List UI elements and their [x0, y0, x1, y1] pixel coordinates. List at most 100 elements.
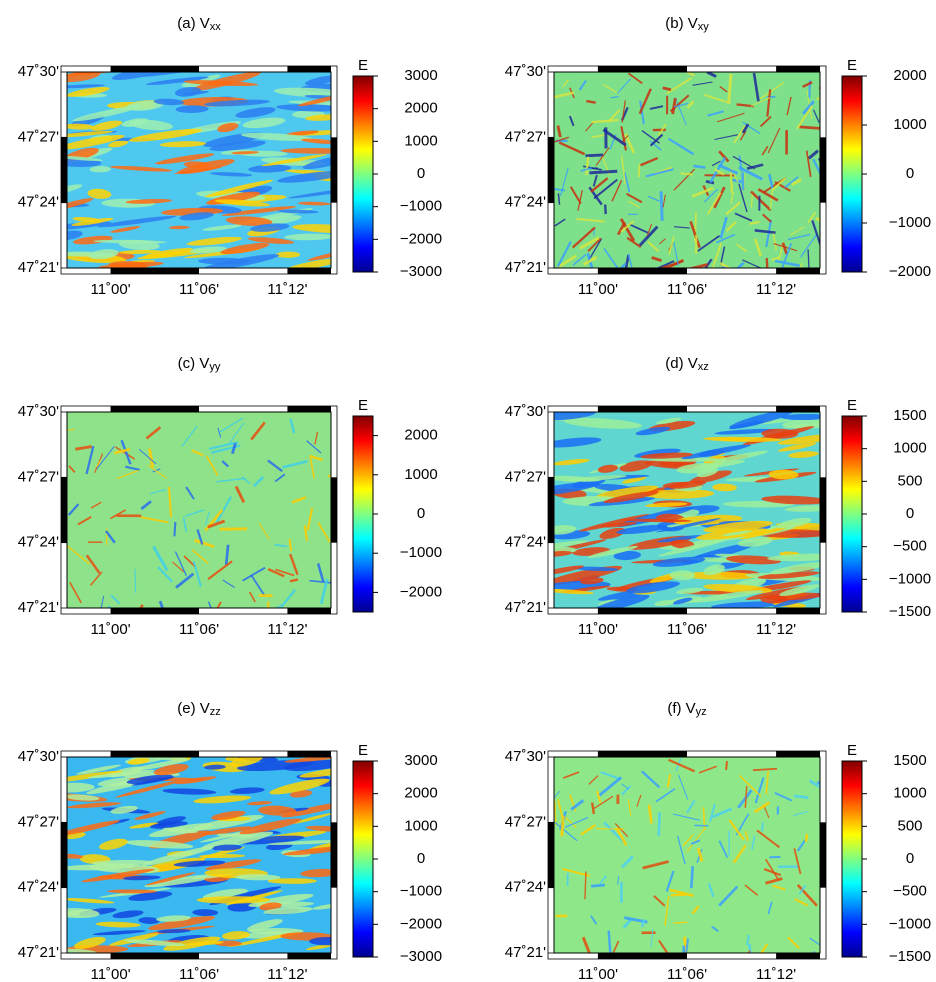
panel-symbol: V: [200, 15, 210, 32]
panel-subscript: xx: [210, 21, 222, 33]
panel-symbol: V: [199, 355, 209, 372]
colorbar-unit: E: [358, 742, 368, 759]
colorbar: [352, 415, 374, 613]
map-field: [67, 412, 331, 608]
panel-letter: (b): [665, 15, 688, 32]
colorbar-tick-label: −1000: [400, 544, 442, 561]
lat-tick-label: 47˚21': [18, 259, 59, 276]
lon-tick-label: 11˚00': [578, 621, 618, 638]
lat-tick-label: 47˚21': [18, 599, 59, 616]
lat-tick-label: 47˚24': [505, 534, 546, 551]
lon-tick-label: 11˚06': [179, 621, 219, 638]
colorbar-tick-label: 1000: [893, 785, 926, 802]
colorbar-tick-label: 1500: [893, 407, 926, 424]
colorbar-tick-label: 0: [906, 165, 914, 182]
colorbar-tick-label: −3000: [400, 948, 442, 965]
panel-letter: (f): [667, 700, 685, 717]
lat-tick-label: 47˚27': [505, 128, 546, 145]
colorbar-tick-label: 2000: [893, 67, 926, 84]
colorbar: [352, 75, 374, 273]
lon-tick-label: 11˚12': [756, 281, 796, 298]
lon-tick-label: 11˚06': [667, 281, 707, 298]
panel-title: (c) Vyy: [178, 355, 221, 373]
panel-c: (c) Vyy 47˚30' 47˚27' 47˚24' 47˚21' 11˚00' 11˚…: [18, 355, 442, 638]
map-field: [554, 757, 820, 953]
colorbar-tick-label: 1000: [404, 466, 437, 483]
colorbar-tick-label: −1000: [889, 214, 931, 231]
colorbar-tick-label: −3000: [400, 263, 442, 280]
panel-title: (d) Vxz: [665, 355, 709, 373]
panel-letter: (a): [177, 15, 200, 32]
panel-letter: (d): [665, 355, 688, 372]
colorbar-tick-label: 0: [417, 505, 425, 522]
colorbar-unit: E: [847, 742, 857, 759]
lat-tick-label: 47˚24': [505, 879, 546, 896]
panel-subscript: yy: [209, 361, 221, 373]
lat-tick-label: 47˚24': [18, 534, 59, 551]
colorbar-tick-label: −1000: [400, 883, 442, 900]
lon-tick-label: 11˚12': [756, 621, 796, 638]
colorbar-tick-label: −2000: [400, 583, 442, 600]
panel-title: (e) Vzz: [177, 700, 221, 718]
map-texture: [554, 72, 820, 268]
colorbar-tick-label: 500: [897, 817, 922, 834]
lon-tick-label: 11˚00': [578, 281, 618, 298]
lat-tick-label: 47˚27': [505, 813, 546, 830]
lat-tick-label: 47˚30': [505, 63, 546, 80]
lon-tick-label: 11˚06': [179, 281, 219, 298]
panel-title: (f) Vyz: [667, 700, 706, 718]
lon-tick-label: 11˚00': [90, 281, 130, 298]
colorbar-tick-label: 3000: [404, 67, 437, 84]
lat-tick-label: 47˚21': [505, 944, 546, 961]
lon-tick-label: 11˚12': [267, 621, 307, 638]
panel-symbol: V: [200, 700, 210, 717]
panel-letter: (c): [178, 355, 200, 372]
panel-title: (a) Vxx: [177, 15, 221, 33]
lat-tick-label: 47˚24': [18, 879, 59, 896]
lon-tick-label: 11˚00': [90, 621, 130, 638]
colorbar-tick-label: 1000: [404, 817, 437, 834]
lat-tick-label: 47˚21': [18, 944, 59, 961]
lat-tick-label: 47˚30': [18, 403, 59, 420]
lon-tick-label: 11˚12': [756, 966, 796, 982]
map-texture: [554, 412, 820, 608]
lat-tick-label: 47˚21': [505, 599, 546, 616]
colorbar-tick-label: −500: [893, 538, 927, 555]
map-texture: [67, 757, 331, 953]
colorbar-tick-label: −2000: [889, 263, 931, 280]
lat-tick-label: 47˚27': [18, 813, 59, 830]
colorbar-tick-label: 1000: [893, 440, 926, 457]
colorbar-unit: E: [358, 397, 368, 414]
colorbar-tick-label: −1000: [889, 915, 931, 932]
map-texture: [67, 417, 331, 608]
colorbar-tick-label: 500: [897, 472, 922, 489]
colorbar-tick-label: −1500: [889, 948, 931, 965]
colorbar-tick-label: 0: [906, 505, 914, 522]
colorbar-tick-label: 2000: [404, 427, 437, 444]
lat-tick-label: 47˚27': [505, 468, 546, 485]
lon-tick-label: 11˚00': [90, 966, 130, 982]
colorbar-tick-label: 1500: [893, 752, 926, 769]
colorbar-tick-label: −2000: [400, 230, 442, 247]
colorbar-tick-label: 0: [906, 850, 914, 867]
lon-tick-label: 11˚06': [667, 621, 707, 638]
lon-tick-label: 11˚12': [267, 281, 307, 298]
panel-a: (a) Vxx 47˚30' 47˚27' 47˚24' 47˚21' 11˚00' 11˚…: [18, 15, 442, 298]
panel-title: (b) Vxy: [665, 15, 709, 33]
colorbar-tick-label: 1000: [893, 116, 926, 133]
lat-tick-label: 47˚24': [18, 194, 59, 211]
panel-subscript: zz: [210, 706, 221, 718]
lat-tick-label: 47˚30': [505, 748, 546, 765]
colorbar-tick-label: −500: [893, 883, 927, 900]
colorbar-unit: E: [358, 57, 368, 74]
colorbar: [352, 760, 374, 958]
colorbar-unit: E: [847, 397, 857, 414]
colorbar-tick-label: 3000: [404, 752, 437, 769]
panel-subscript: yz: [696, 706, 707, 718]
colorbar-tick-label: −1000: [400, 198, 442, 215]
panel-subscript: xz: [698, 361, 709, 373]
colorbar-unit: E: [847, 57, 857, 74]
colorbar-tick-label: 0: [417, 850, 425, 867]
map-texture: [554, 758, 820, 953]
